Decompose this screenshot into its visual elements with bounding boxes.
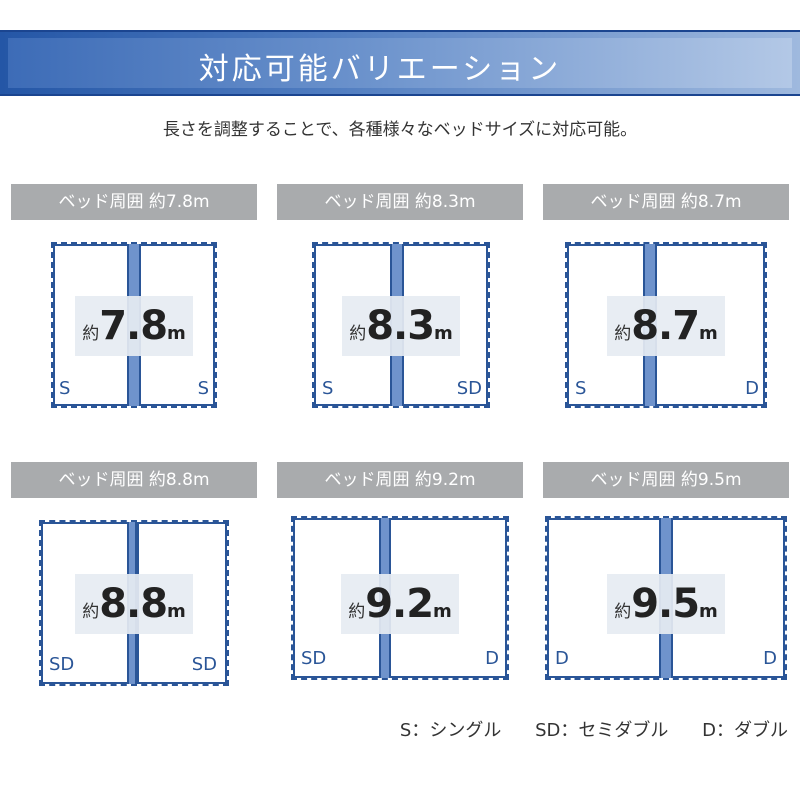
perimeter-label: 約9.2m xyxy=(341,574,459,634)
bed-card-9-2: ベッド周囲 約9.2m 約9.2m SD D xyxy=(277,462,523,698)
size-tag-left: SD xyxy=(49,654,75,675)
label-prefix: 約 xyxy=(348,602,366,622)
subtitle: 長さを調整することで、各種様々なベッドサイズに対応可能。 xyxy=(162,120,638,140)
perimeter-label: 約8.8m xyxy=(75,574,193,634)
perimeter-label: 約8.3m xyxy=(342,296,460,356)
size-tag-left: S xyxy=(59,378,71,399)
card-header: ベッド周囲 約7.8m xyxy=(11,184,257,220)
bed-diagram: 約8.7m S D xyxy=(565,242,767,408)
card-header: ベッド周囲 約8.8m xyxy=(11,462,257,498)
bed-diagram: 約7.8m S S xyxy=(51,242,217,408)
perimeter-label: 約7.8m xyxy=(75,296,193,356)
size-tag-left: S xyxy=(575,378,587,399)
size-tag-right: D xyxy=(763,648,777,669)
size-tag-right: D xyxy=(485,648,499,669)
card-header: ベッド周囲 約8.3m xyxy=(277,184,523,220)
size-legend: S：シングル SD：セミダブル D：ダブル xyxy=(372,716,788,742)
label-prefix: 約 xyxy=(82,324,100,344)
perimeter-unit: m xyxy=(699,601,718,622)
perimeter-unit: m xyxy=(167,601,186,622)
legend-semi-double: SD：セミダブル xyxy=(535,720,669,741)
size-tag-right: SD xyxy=(191,654,217,675)
size-tag-left: S xyxy=(322,378,334,399)
legend-single: S：シングル xyxy=(399,720,502,741)
size-tag-left: SD xyxy=(301,648,327,669)
perimeter-value: 8.7 xyxy=(631,303,700,349)
bed-diagram: 約9.2m SD D xyxy=(291,516,509,680)
bed-card-7-8: ベッド周囲 約7.8m 約7.8m S S xyxy=(11,184,257,420)
label-prefix: 約 xyxy=(349,324,367,344)
perimeter-value: 7.8 xyxy=(99,303,168,349)
perimeter-value: 9.2 xyxy=(365,581,434,627)
size-tag-right: SD xyxy=(456,378,482,399)
title-banner-inner xyxy=(8,38,792,88)
perimeter-label: 約9.5m xyxy=(607,574,725,634)
bed-diagram: 約9.5m D D xyxy=(545,516,787,680)
perimeter-value: 8.8 xyxy=(99,581,168,627)
bed-card-8-8: ベッド周囲 約8.8m 約8.8m SD SD xyxy=(11,462,257,698)
size-tag-right: D xyxy=(745,378,759,399)
perimeter-unit: m xyxy=(434,323,453,344)
perimeter-unit: m xyxy=(167,323,186,344)
card-header: ベッド周囲 約8.7m xyxy=(543,184,789,220)
size-tag-left: D xyxy=(555,648,569,669)
label-prefix: 約 xyxy=(614,602,632,622)
perimeter-unit: m xyxy=(699,323,718,344)
title-banner: 対応可能バリエーション xyxy=(0,30,800,96)
bed-card-8-7: ベッド周囲 約8.7m 約8.7m S D xyxy=(543,184,789,420)
bed-card-9-5: ベッド周囲 約9.5m 約9.5m D D xyxy=(543,462,789,698)
label-prefix: 約 xyxy=(614,324,632,344)
bed-card-8-3: ベッド周囲 約8.3m 約8.3m S SD xyxy=(277,184,523,420)
label-prefix: 約 xyxy=(82,602,100,622)
bed-diagram: 約8.3m S SD xyxy=(312,242,490,408)
card-header: ベッド周囲 約9.2m xyxy=(277,462,523,498)
perimeter-value: 9.5 xyxy=(631,581,700,627)
perimeter-label: 約8.7m xyxy=(607,296,725,356)
page-title: 対応可能バリエーション xyxy=(198,52,562,87)
bed-diagram: 約8.8m SD SD xyxy=(39,520,229,686)
size-tag-right: S xyxy=(197,378,209,399)
perimeter-unit: m xyxy=(433,601,452,622)
card-header: ベッド周囲 約9.5m xyxy=(543,462,789,498)
legend-double: D：ダブル xyxy=(702,720,788,741)
perimeter-value: 8.3 xyxy=(366,303,435,349)
